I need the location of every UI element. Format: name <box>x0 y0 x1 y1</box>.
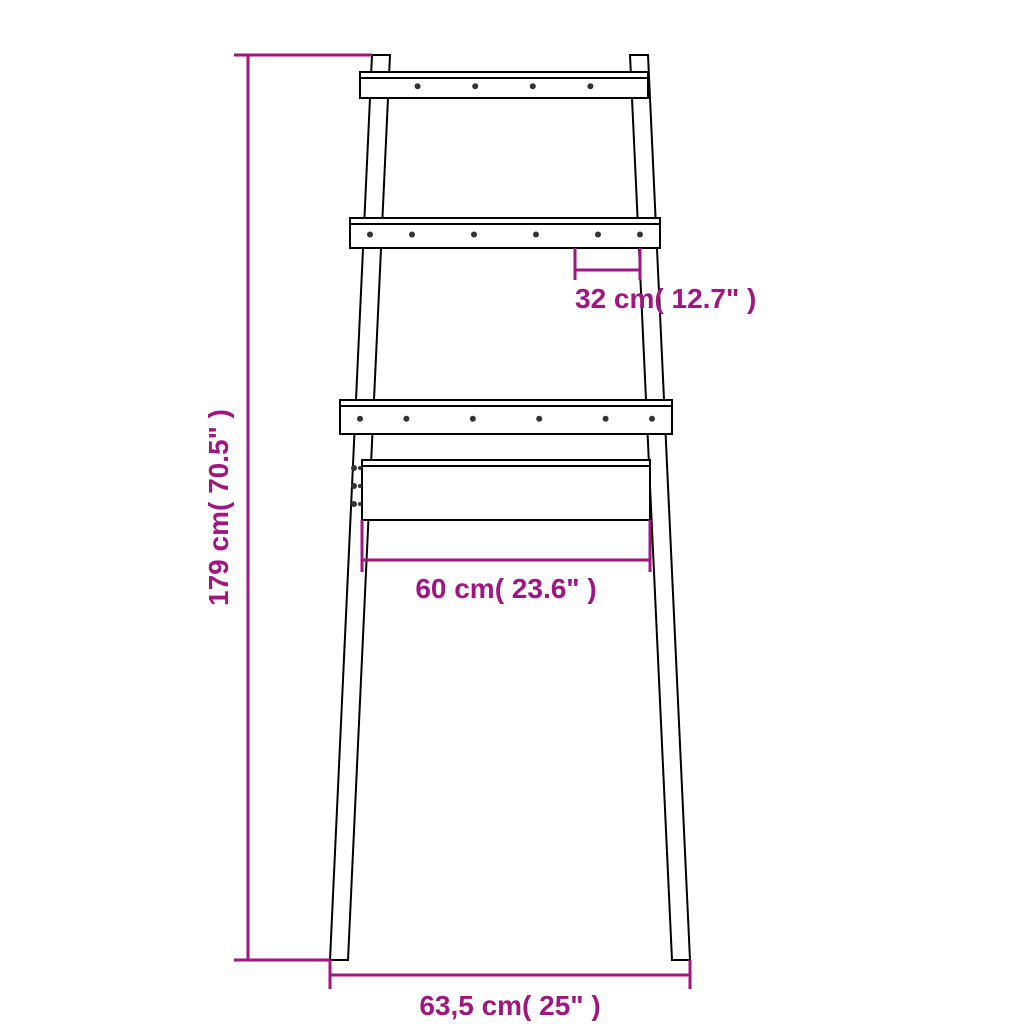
dim-height-label: 179 cm( 70.5" ) <box>203 409 234 606</box>
dimension-diagram: 179 cm( 70.5" ) 63,5 cm( 25" ) 60 cm( 23.6… <box>0 0 1024 1024</box>
dim-inner-label: 60 cm( 23.6" ) <box>415 573 596 604</box>
ladder-shelf-outline <box>330 55 690 960</box>
dim-width-label: 63,5 cm( 25" ) <box>419 990 600 1021</box>
dim-depth-label: 32 cm( 12.7" ) <box>575 283 756 314</box>
